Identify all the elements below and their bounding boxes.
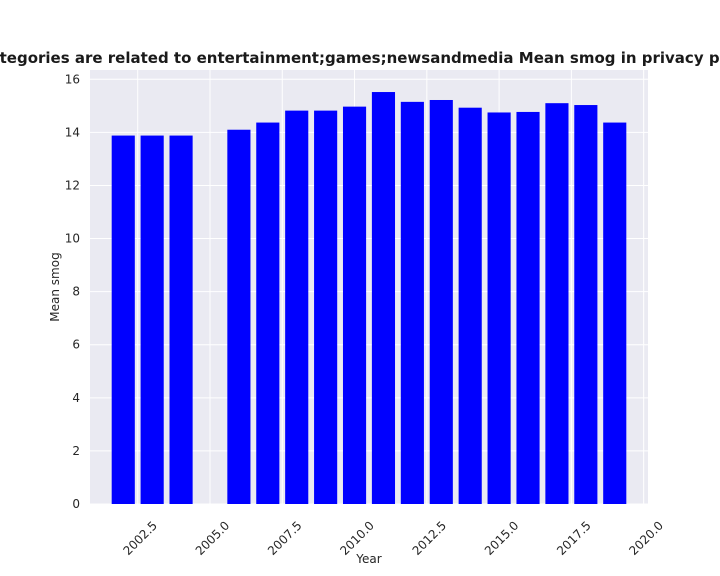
y-tick-label: 16 xyxy=(65,72,80,86)
y-tick-label: 6 xyxy=(72,338,80,352)
bar xyxy=(342,106,367,504)
bar xyxy=(545,103,569,505)
bar xyxy=(169,135,193,505)
x-tick-label: 2017.5 xyxy=(554,518,594,558)
y-tick-label: 4 xyxy=(72,391,80,405)
x-axis-label: Year xyxy=(355,552,381,566)
x-tick-label: 2020.0 xyxy=(626,518,666,558)
x-tick-label: 2012.5 xyxy=(410,518,450,558)
bar xyxy=(429,99,453,504)
y-tick-labels: 0 2 4 6 8 10 12 14 16 xyxy=(65,72,80,511)
y-tick-label: 14 xyxy=(65,125,80,139)
bars xyxy=(111,92,627,505)
bar xyxy=(111,135,135,505)
chart-title: n categories are related to entertainmen… xyxy=(0,49,720,67)
bar xyxy=(227,129,251,504)
x-tick-label: 2002.5 xyxy=(120,518,160,558)
y-tick-label: 8 xyxy=(72,285,80,299)
y-axis-label: Mean smog xyxy=(48,252,62,321)
y-tick-label: 10 xyxy=(65,232,80,246)
bar xyxy=(256,122,280,504)
bar xyxy=(140,135,164,505)
bar xyxy=(487,112,511,504)
y-tick-label: 2 xyxy=(72,444,80,458)
bar xyxy=(371,92,396,505)
bar xyxy=(458,107,482,504)
x-tick-label: 2005.0 xyxy=(193,518,233,558)
bar xyxy=(314,110,338,504)
bar xyxy=(603,122,627,504)
y-tick-label: 0 xyxy=(72,497,80,511)
bar xyxy=(285,110,309,504)
x-tick-label: 2015.0 xyxy=(482,518,522,558)
x-tick-labels: 2002.5 2005.0 2007.5 2010.0 2012.5 2015.0 2017… xyxy=(120,518,666,558)
bar xyxy=(516,111,540,504)
bar xyxy=(574,105,598,505)
bar xyxy=(400,101,424,504)
x-tick-label: 2007.5 xyxy=(265,518,305,558)
y-tick-label: 12 xyxy=(65,178,80,192)
